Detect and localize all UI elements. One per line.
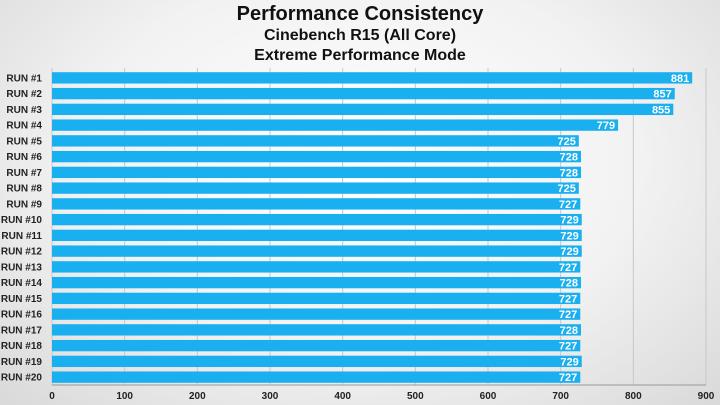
category-label: RUN #1: [6, 73, 42, 84]
data-label: 727: [559, 372, 577, 384]
data-label: 855: [652, 104, 670, 116]
category-label: RUN #16: [1, 310, 43, 321]
category-label: RUN #6: [6, 152, 42, 163]
category-label: RUN #15: [1, 294, 43, 305]
bar: [52, 87, 675, 100]
data-label: 728: [560, 152, 578, 164]
data-label: 729: [560, 215, 578, 227]
bar: [52, 135, 579, 147]
data-label: 727: [559, 341, 577, 353]
bar: [52, 261, 581, 273]
data-label: 725: [557, 183, 575, 195]
chart-subtitle: Cinebench R15 (All Core): [263, 27, 457, 44]
bar: [52, 276, 582, 289]
category-label: RUN #19: [1, 357, 43, 368]
x-tick-label: 600: [480, 391, 497, 402]
chart-title: Performance Consistency: [236, 3, 484, 25]
category-label: RUN #13: [1, 262, 43, 273]
bar: [52, 166, 582, 179]
data-label: 729: [560, 230, 578, 242]
bar: [52, 292, 581, 305]
category-label: RUN #18: [1, 341, 43, 352]
category-label: RUN #4: [6, 121, 42, 132]
category-label: RUN #14: [1, 278, 43, 289]
bar: [52, 213, 582, 226]
bar: [52, 103, 674, 116]
category-label: RUN #8: [6, 184, 42, 195]
data-label: 727: [559, 293, 577, 305]
bar: [52, 150, 582, 163]
category-label: RUN #10: [1, 215, 43, 226]
x-tick-label: 0: [49, 391, 55, 402]
bar: [52, 229, 582, 242]
category-label: RUN #20: [1, 373, 43, 384]
data-label: 881: [671, 73, 689, 85]
data-label: 857: [653, 89, 671, 101]
data-label: 728: [560, 278, 578, 290]
x-tick-label: 500: [407, 391, 424, 402]
x-tick-label: 400: [334, 391, 351, 402]
chart-subtitle-2: Extreme Performance Mode: [254, 47, 466, 64]
data-label: 729: [560, 246, 578, 258]
data-label: 727: [559, 309, 577, 321]
category-label: RUN #5: [6, 136, 42, 147]
category-label: RUN #3: [6, 105, 42, 116]
category-label: RUN #7: [6, 168, 42, 179]
category-label: RUN #12: [1, 247, 43, 258]
bar: [52, 339, 581, 352]
data-label: 725: [557, 136, 575, 148]
bar: [52, 324, 582, 336]
bar: [52, 308, 581, 320]
data-label: 728: [560, 167, 578, 179]
bar: [52, 245, 582, 257]
x-tick-label: 800: [625, 391, 642, 402]
category-label: RUN #2: [6, 89, 42, 100]
category-label: RUN #11: [1, 231, 42, 242]
category-label: RUN #9: [6, 199, 42, 210]
bar: [52, 198, 581, 210]
bar: [52, 182, 579, 194]
bar: [52, 371, 581, 383]
bar: [52, 355, 582, 368]
chart-titles: Performance Consistency Cinebench R15 (A…: [0, 2, 720, 66]
data-label: 779: [597, 120, 615, 132]
data-label: 729: [560, 356, 578, 368]
x-tick-label: 200: [189, 391, 206, 402]
x-tick-label: 700: [552, 391, 569, 402]
bar: [52, 72, 693, 84]
x-tick-label: 300: [262, 391, 279, 402]
data-label: 727: [559, 262, 577, 274]
x-tick-label: 100: [116, 391, 133, 402]
x-tick-label: 900: [698, 391, 715, 402]
bar: [52, 119, 619, 131]
data-label: 728: [560, 325, 578, 337]
category-label: RUN #17: [1, 325, 43, 336]
data-label: 727: [559, 199, 577, 211]
